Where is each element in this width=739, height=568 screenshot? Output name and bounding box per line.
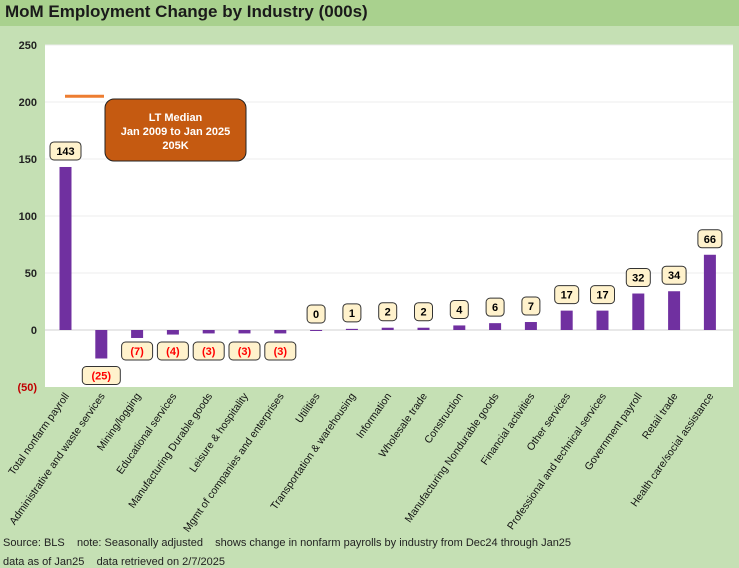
bar <box>668 291 681 330</box>
data-label: (25) <box>92 371 112 383</box>
data-label-box <box>414 302 433 322</box>
bar <box>59 166 72 330</box>
data-label-box <box>342 303 362 323</box>
data-label-box <box>192 341 225 361</box>
data-label: 143 <box>56 146 74 158</box>
median-annotation-text: 205K <box>162 140 188 152</box>
data-label: (3) <box>202 346 216 358</box>
data-label-box <box>625 268 651 288</box>
data-label: (7) <box>130 346 144 358</box>
bar <box>417 327 430 330</box>
bar <box>131 330 144 338</box>
data-label: 2 <box>385 307 391 319</box>
y-tick-label: 0 <box>31 325 37 337</box>
data-label: 4 <box>456 304 463 316</box>
data-label: 34 <box>668 270 681 282</box>
bar <box>345 328 358 330</box>
data-label: 6 <box>492 302 498 314</box>
chart-title: MoM Employment Change by Industry (000s) <box>5 2 368 21</box>
data-label-box <box>228 341 261 361</box>
title-bar <box>0 0 739 26</box>
data-label-box <box>306 304 326 324</box>
bar <box>95 330 108 359</box>
data-label: (3) <box>274 346 288 358</box>
data-label: 2 <box>420 307 426 319</box>
data-label-box <box>590 285 615 305</box>
data-label: 17 <box>561 290 573 302</box>
y-tick-label: (50) <box>17 382 37 394</box>
bar <box>238 330 251 334</box>
data-label: 1 <box>349 308 355 320</box>
data-label-box <box>697 229 723 249</box>
data-label-box <box>49 141 82 161</box>
x-category-label: Utilities <box>293 391 322 426</box>
data-label-box <box>554 285 580 305</box>
data-label: 66 <box>704 234 716 246</box>
bar <box>381 327 394 330</box>
y-tick-label: 150 <box>19 154 37 166</box>
data-label-box <box>521 296 541 316</box>
data-label: (3) <box>238 346 252 358</box>
chart-svg: (50) 0 50 100 150 200 250 143 (25) (7) (4) (3) (3) (3… <box>6 40 733 534</box>
bar <box>596 310 609 330</box>
bar <box>560 310 573 330</box>
source-note: Source: BLS note: Seasonally adjusted sh… <box>3 537 572 549</box>
y-tick-label: 250 <box>19 40 37 52</box>
data-label-box <box>264 341 297 361</box>
data-label-box <box>156 341 189 361</box>
data-as-of-note: data as of Jan25 data retrieved on 2/7/2… <box>3 556 225 568</box>
data-label-box <box>121 341 154 361</box>
bar <box>202 330 215 334</box>
data-label-box <box>81 366 121 385</box>
y-tick-label: 200 <box>19 97 37 109</box>
data-label: (4) <box>166 346 180 358</box>
bar <box>632 293 645 330</box>
x-category-label: Total nonfarm payroll <box>6 391 72 478</box>
median-annotation-text: Jan 2009 to Jan 2025 <box>121 126 230 138</box>
median-annotation-box <box>104 98 247 162</box>
bar <box>703 254 716 330</box>
y-tick-label: 100 <box>19 211 37 223</box>
data-label-box <box>485 297 505 317</box>
median-annotation-text: LT Median <box>149 112 203 124</box>
bar <box>453 325 466 330</box>
x-category-label: Retail trade <box>640 391 681 442</box>
bar <box>166 330 179 335</box>
bar <box>274 330 287 334</box>
x-category-label: Information <box>354 391 394 441</box>
data-label: 32 <box>632 273 644 285</box>
bar <box>524 322 537 330</box>
data-label: 7 <box>528 301 534 313</box>
data-label: 17 <box>596 290 608 302</box>
data-label-box <box>378 302 398 322</box>
data-label-box <box>449 299 469 319</box>
data-label-box <box>661 265 687 285</box>
bar <box>310 330 323 331</box>
data-label: 0 <box>313 309 319 321</box>
bar <box>489 323 502 330</box>
y-tick-label: 50 <box>25 268 37 280</box>
